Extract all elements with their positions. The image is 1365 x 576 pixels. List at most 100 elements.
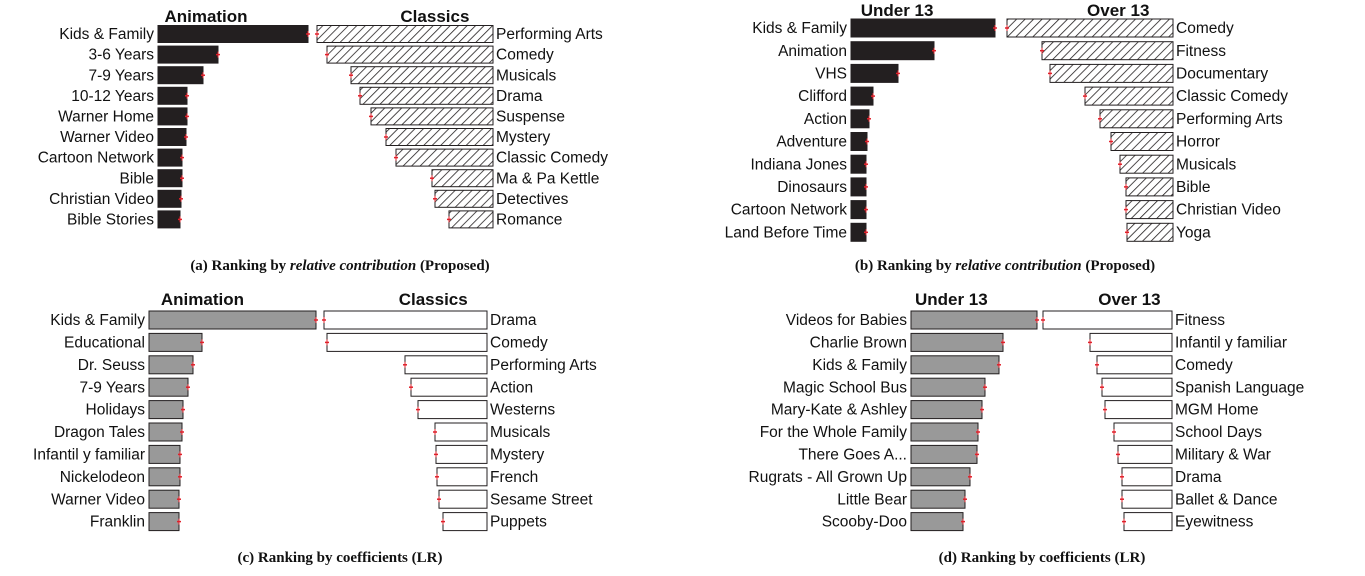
bar bbox=[350, 66, 494, 85]
bar bbox=[436, 467, 488, 487]
series-title: Classics bbox=[400, 7, 469, 26]
bar bbox=[1006, 18, 1174, 38]
bar bbox=[910, 355, 1000, 375]
category-label: 3-6 Years bbox=[89, 47, 155, 64]
bar bbox=[850, 177, 867, 197]
category-label: Westerns bbox=[490, 402, 555, 419]
category-label: Holidays bbox=[86, 402, 146, 419]
bar bbox=[148, 400, 184, 420]
category-label: Educational bbox=[64, 334, 145, 351]
category-label: 10-12 Years bbox=[71, 88, 154, 105]
category-label: Infantil y familiar bbox=[33, 446, 145, 463]
bar bbox=[1126, 222, 1174, 242]
category-label: Kids & Family bbox=[812, 357, 907, 374]
bar bbox=[1042, 310, 1173, 330]
category-label: There Goes A... bbox=[798, 446, 907, 463]
bar bbox=[850, 41, 935, 61]
bar bbox=[1041, 41, 1174, 61]
bar bbox=[1125, 177, 1174, 197]
category-label: Romance bbox=[496, 211, 562, 228]
category-label: Puppets bbox=[490, 514, 547, 531]
category-label: MGM Home bbox=[1175, 402, 1259, 419]
bar bbox=[326, 332, 488, 352]
category-label: Action bbox=[804, 111, 847, 128]
category-label: Mystery bbox=[490, 446, 545, 463]
bar bbox=[148, 422, 183, 442]
bar bbox=[1119, 154, 1174, 174]
bar bbox=[1123, 512, 1173, 532]
bar bbox=[326, 45, 494, 64]
bar bbox=[148, 467, 181, 487]
category-label: Dinosaurs bbox=[777, 179, 847, 196]
bar bbox=[850, 86, 874, 106]
category-label: Drama bbox=[490, 312, 537, 329]
series-title: Animation bbox=[164, 7, 247, 26]
bar bbox=[157, 86, 188, 105]
category-label: Rugrats - All Grown Up bbox=[749, 469, 908, 486]
category-label: Fitness bbox=[1175, 312, 1225, 329]
category-label: Infantil y familiar bbox=[1175, 334, 1287, 351]
category-label: Kids & Family bbox=[59, 26, 154, 43]
bar bbox=[148, 512, 180, 532]
bar bbox=[850, 18, 996, 38]
category-label: Horror bbox=[1176, 134, 1220, 151]
bar bbox=[148, 377, 189, 397]
bar bbox=[910, 512, 964, 532]
category-label: Mary-Kate & Ashley bbox=[771, 402, 907, 419]
bar bbox=[442, 512, 488, 532]
bar bbox=[438, 489, 488, 509]
caption-part: relative contribution bbox=[290, 258, 416, 274]
category-label: Performing Arts bbox=[490, 357, 597, 374]
category-label: Musicals bbox=[1176, 156, 1237, 173]
bar bbox=[910, 422, 979, 442]
category-label: For the Whole Family bbox=[760, 424, 908, 441]
bar bbox=[850, 63, 899, 83]
bar bbox=[850, 222, 867, 242]
category-label: Kids & Family bbox=[50, 312, 145, 329]
category-label: French bbox=[490, 469, 538, 486]
caption: (a) Ranking by relative contribution (Pr… bbox=[190, 258, 489, 274]
category-label: Franklin bbox=[90, 514, 145, 531]
category-label: Nickelodeon bbox=[60, 469, 145, 486]
bar bbox=[850, 200, 867, 220]
bar bbox=[404, 355, 488, 375]
category-label: Mystery bbox=[496, 129, 551, 146]
category-label: Animation bbox=[778, 43, 847, 60]
category-label: Spanish Language bbox=[1175, 379, 1304, 396]
category-label: Musicals bbox=[490, 424, 551, 441]
bar bbox=[1104, 400, 1173, 420]
bar bbox=[1099, 109, 1174, 129]
series-title: Under 13 bbox=[915, 290, 988, 309]
bar bbox=[850, 154, 867, 174]
category-label: Classic Comedy bbox=[496, 150, 608, 167]
category-label: Charlie Brown bbox=[810, 334, 907, 351]
category-label: Action bbox=[490, 379, 533, 396]
bar bbox=[410, 377, 488, 397]
caption: (d) Ranking by coefficients (LR) bbox=[939, 550, 1146, 566]
bar bbox=[434, 422, 488, 442]
bar bbox=[417, 400, 488, 420]
caption: (c) Ranking by coefficients (LR) bbox=[238, 550, 443, 566]
bar bbox=[1121, 467, 1173, 487]
category-label: Documentary bbox=[1176, 65, 1268, 82]
bar bbox=[148, 444, 181, 464]
category-label: Comedy bbox=[496, 47, 554, 64]
category-label: Detectives bbox=[496, 191, 569, 208]
category-label: Little Bear bbox=[837, 491, 907, 508]
caption-part: (a) Ranking by bbox=[190, 258, 286, 274]
category-label: Yoga bbox=[1176, 224, 1211, 241]
bar bbox=[157, 128, 187, 146]
series-title: Over 13 bbox=[1087, 1, 1149, 20]
category-label: Bible bbox=[120, 170, 154, 187]
bar bbox=[910, 400, 983, 420]
category-label: Comedy bbox=[1176, 20, 1234, 37]
category-label: Ballet & Dance bbox=[1175, 491, 1278, 508]
bar bbox=[910, 489, 966, 509]
caption-part: (c) Ranking by coefficients (LR) bbox=[238, 550, 443, 566]
bar bbox=[148, 332, 203, 352]
bar bbox=[316, 25, 494, 43]
bar bbox=[157, 148, 183, 167]
series-title: Over 13 bbox=[1098, 290, 1160, 309]
category-label: Warner Video bbox=[60, 129, 154, 146]
category-label: 7-9 Years bbox=[89, 67, 155, 84]
